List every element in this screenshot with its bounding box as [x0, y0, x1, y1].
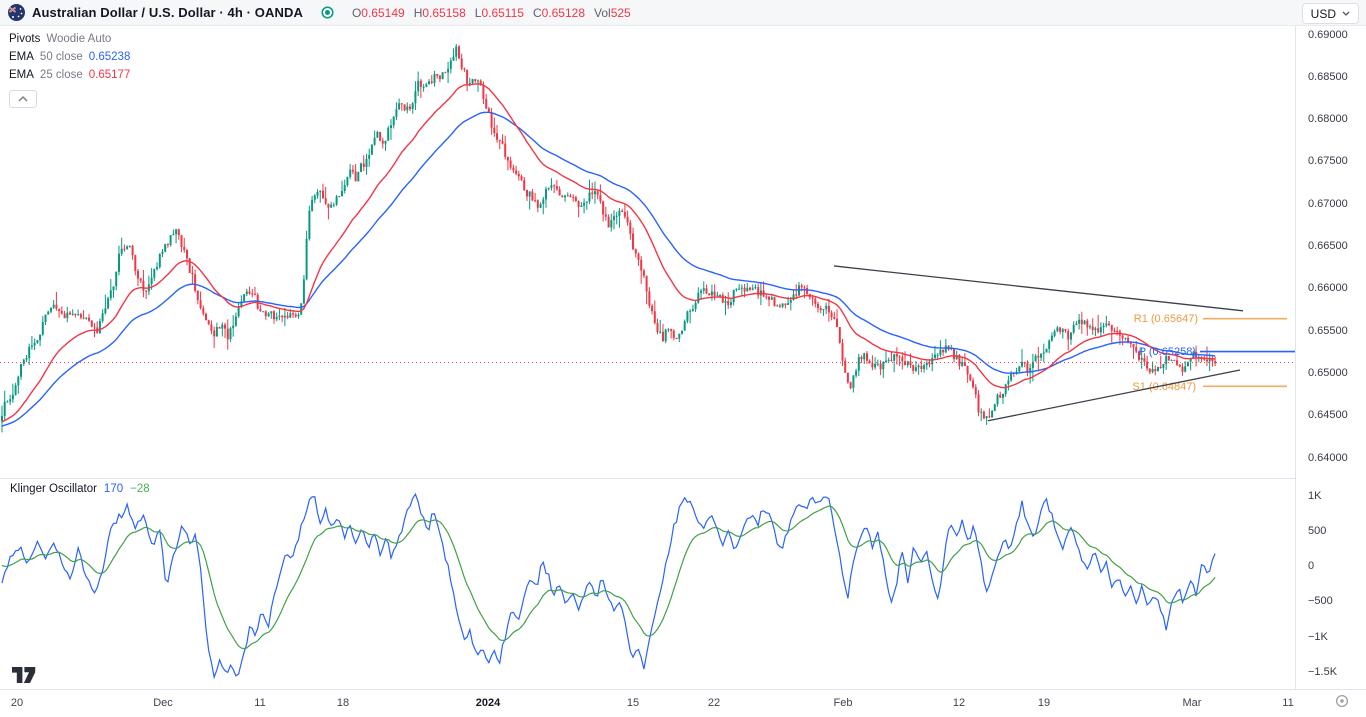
ema50-value: 0.65238: [88, 51, 131, 63]
time-axis-label: 12: [952, 697, 966, 709]
ema50-line: [1, 111, 1216, 427]
chart-canvas[interactable]: R1 (0.65647) P (0.65258) S1 (0.64847): [0, 0, 1295, 689]
price-axis[interactable]: 0.69000 0.68500 0.68000 0.67500 0.67000 0.665…: [1295, 0, 1366, 717]
klinger-title: Klinger Oscillator: [10, 483, 97, 495]
pivots-title: Pivots: [9, 33, 41, 45]
price-axis-label: 0.69000: [1308, 28, 1348, 41]
ema25-title: EMA: [9, 69, 34, 81]
pivots-subtitle: Woodie Auto: [46, 33, 112, 45]
high-label: H: [413, 5, 423, 20]
ema50-title: EMA: [9, 51, 34, 63]
indicator-legend: Pivots Woodie Auto EMA 50 close 0.65238 …: [9, 30, 130, 108]
down-candle-wicks: [55, 45, 1216, 420]
klinger-axis-label: 1K: [1308, 489, 1322, 502]
time-axis-label: 11: [254, 697, 266, 709]
klinger-axis-label: 0: [1308, 560, 1315, 572]
ohlc-readout: O 0.65149 H 0.65158 L 0.65115 C 0.65128 Vol 5…: [352, 6, 631, 20]
currency-dropdown[interactable]: USD: [1301, 3, 1359, 24]
ema50-params: 50 close: [39, 51, 83, 63]
time-axis-label: 15: [626, 697, 640, 709]
legend-row-klinger[interactable]: Klinger Oscillator 170 −28: [10, 483, 150, 495]
pivot-s1-label: S1 (0.64847): [1132, 381, 1196, 393]
down-candle-bodies: [55, 46, 1217, 419]
chevron-up-icon: [18, 96, 28, 102]
close-label: C: [532, 5, 542, 20]
price-axis-label: 0.64000: [1308, 451, 1348, 464]
price-axis-label: 0.68000: [1308, 113, 1348, 126]
time-axis-label: 18: [336, 697, 350, 709]
ema25-params: 25 close: [39, 69, 83, 81]
up-candle-bodies: [1, 46, 1211, 422]
aud-flag-icon: [8, 4, 25, 21]
time-axis-label: Mar: [1182, 697, 1202, 709]
time-axis[interactable]: 20 Dec 11 18 2024 15 22 Feb 12 19 Mar 11: [0, 689, 1366, 717]
klinger-axis-label: −500: [1308, 595, 1333, 608]
open-value: 0.65149: [361, 5, 405, 20]
legend-collapse-button[interactable]: [9, 90, 37, 108]
klinger-fast-value: 170: [103, 483, 124, 495]
symbol-toolbar: Australian Dollar / U.S. Dollar · 4h · O…: [0, 0, 1366, 26]
currency-dropdown-value: USD: [1310, 6, 1336, 21]
low-value: 0.65115: [481, 5, 524, 20]
klinger-signal-line: [1, 505, 1216, 650]
price-axis-label: 0.66500: [1308, 240, 1348, 252]
time-axis-label: 11: [1282, 697, 1294, 709]
price-axis-label: 0.68500: [1308, 70, 1348, 83]
low-label: L: [474, 5, 482, 20]
upper-trendline[interactable]: [833, 265, 1244, 312]
volume-value: 525: [610, 5, 631, 20]
klinger-line: [1, 492, 1216, 680]
tradingview-logo[interactable]: [12, 667, 36, 688]
up-candle-wicks: [1, 44, 1211, 433]
klinger-axis-label: −1K: [1308, 630, 1328, 643]
time-axis-label: 22: [707, 697, 721, 709]
klinger-axis-label: 500: [1308, 524, 1327, 537]
time-axis-label: 19: [1037, 697, 1051, 709]
open-label: O: [351, 5, 362, 20]
market-status-icon[interactable]: [324, 10, 330, 15]
price-axis-label: 0.67000: [1308, 197, 1348, 210]
volume-label: Vol: [594, 5, 611, 20]
klinger-signal-value: −28: [130, 483, 150, 495]
pivot-r1-label: R1 (0.65647): [1134, 313, 1198, 325]
close-value: 0.65128: [541, 5, 585, 20]
time-axis-label: 20: [10, 697, 24, 709]
time-axis-label: Dec: [153, 697, 173, 709]
pivot-p-label: P (0.65258): [1139, 346, 1196, 358]
high-value: 0.65158: [422, 5, 466, 20]
legend-row-pivots[interactable]: Pivots Woodie Auto: [9, 30, 130, 48]
price-axis-label: 0.65000: [1308, 366, 1348, 379]
chevron-down-icon: [1342, 11, 1350, 16]
ema25-line: [1, 83, 1216, 423]
klinger-axis-label: −1.5K: [1308, 665, 1338, 678]
price-axis-label: 0.66000: [1308, 282, 1348, 295]
price-axis-label: 0.64500: [1308, 409, 1348, 422]
ema25-value: 0.65177: [88, 69, 131, 81]
tradingview-logo-icon: [12, 667, 36, 683]
price-axis-label: 0.67500: [1308, 155, 1348, 168]
symbol-title[interactable]: Australian Dollar / U.S. Dollar · 4h · O…: [32, 5, 303, 20]
scroll-to-realtime-icon[interactable]: [1334, 693, 1350, 714]
time-axis-label: 2024: [475, 697, 501, 709]
price-axis-label: 0.65500: [1308, 324, 1348, 337]
legend-row-ema50[interactable]: EMA 50 close 0.65238: [9, 48, 130, 66]
time-axis-label: Feb: [833, 697, 853, 709]
lower-trendline[interactable]: [987, 369, 1241, 422]
legend-row-ema25[interactable]: EMA 25 close 0.65177: [9, 66, 130, 84]
